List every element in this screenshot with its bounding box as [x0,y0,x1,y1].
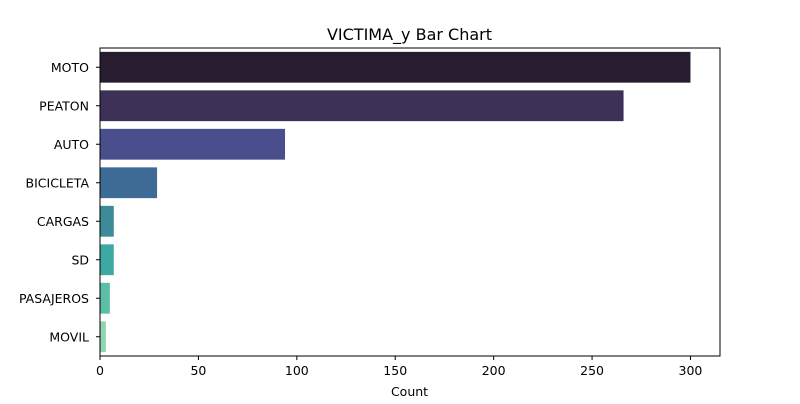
plot-frame [99,47,721,357]
x-axis-ticks: 0 50 100 150 200 250 300 [96,356,702,378]
bar-pasajeros [100,282,110,314]
bar-peaton [100,90,624,122]
y-tick-label-sd: SD [71,252,89,267]
bars-group [100,51,691,353]
x-tick-label-100: 100 [285,363,309,378]
bar-movil [100,321,106,353]
y-tick-label-pasajeros: PASAJEROS [19,291,89,306]
x-tick-label-150: 150 [383,363,407,378]
bar-auto [100,128,286,160]
x-tick-label-50: 50 [190,363,206,378]
y-tick-label-movil: MOVIL [49,329,89,344]
y-axis-ticks: MOTO PEATON AUTO BICICLETA CARGAS SD PASAJEROS… [19,60,100,344]
y-tick-label-auto: AUTO [54,137,89,152]
x-tick-label-250: 250 [580,363,604,378]
bar-cargas [100,205,114,237]
y-tick-label-bicicleta: BICICLETA [26,175,90,190]
y-tick-label-peaton: PEATON [39,98,89,113]
bar-sd [100,244,114,276]
y-tick-label-moto: MOTO [51,60,89,75]
bar-moto [100,51,691,83]
x-tick-label-200: 200 [482,363,506,378]
chart-title: VICTIMA_y Bar Chart [327,25,492,45]
y-tick-label-cargas: CARGAS [37,214,89,229]
bar-bicicleta [100,167,158,199]
x-axis-label: Count [391,384,428,399]
x-tick-label-0: 0 [96,363,104,378]
x-tick-label-300: 300 [679,363,703,378]
